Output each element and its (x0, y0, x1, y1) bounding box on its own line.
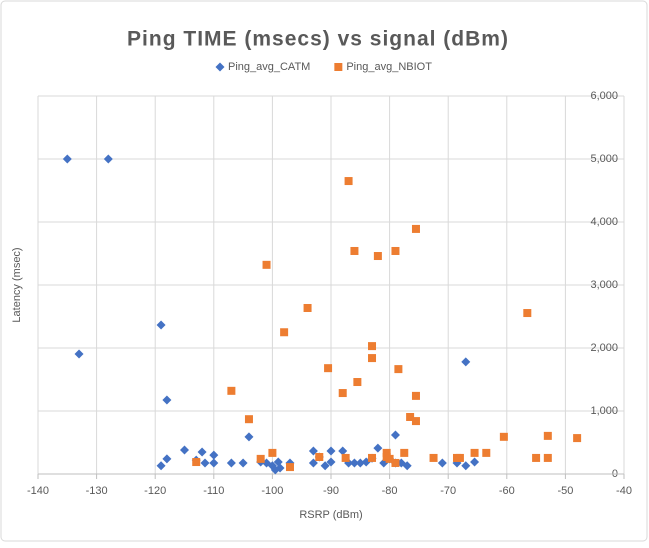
point (341, 453, 350, 462)
point (385, 454, 394, 463)
point (162, 454, 172, 464)
grid: -140 -130 -120 -110 -100 -90 -80 -70 -60 -50 -4001… (27, 90, 632, 497)
point (455, 453, 464, 462)
point (394, 365, 403, 374)
x-tick-label: -110 (203, 485, 224, 497)
y-tick-label: 1,000 (590, 405, 618, 417)
point (373, 252, 382, 261)
point (262, 260, 271, 269)
point (320, 461, 330, 471)
point (390, 430, 400, 440)
point (326, 446, 336, 456)
point (461, 357, 471, 367)
point (326, 457, 336, 467)
point (338, 446, 348, 456)
point (543, 431, 552, 440)
point (244, 432, 254, 442)
point (470, 457, 480, 467)
point (382, 448, 391, 457)
point (338, 389, 347, 398)
x-tick-label: -40 (616, 485, 632, 497)
point (482, 448, 491, 457)
point (285, 463, 294, 472)
point (344, 177, 353, 186)
point (349, 458, 359, 468)
x-tick-label: -100 (261, 485, 283, 497)
point (411, 391, 420, 400)
y-tick-label: 5,000 (590, 153, 618, 165)
x-tick-label: -90 (323, 485, 339, 497)
point (238, 458, 248, 468)
y-tick-label: 2,000 (590, 342, 618, 354)
point (411, 224, 420, 233)
point (470, 448, 479, 457)
y-tick-label: 6,000 (590, 90, 618, 102)
point (437, 458, 447, 468)
point (303, 303, 312, 312)
legend: Ping_avg_CATM Ping_avg_NBIOT (215, 61, 432, 73)
point (429, 453, 438, 462)
point (197, 447, 207, 457)
point (275, 463, 285, 473)
legend-label: Ping_avg_CATM (228, 61, 310, 73)
point (315, 452, 324, 461)
point (200, 458, 210, 468)
plot-area (62, 154, 582, 475)
point (391, 246, 400, 255)
point (523, 309, 532, 318)
chart-title: Ping TIME (msecs) vs signal (dBm) (127, 28, 509, 51)
point (573, 434, 582, 443)
point (192, 458, 201, 467)
point (324, 364, 333, 373)
y-tick-label: 4,000 (590, 216, 618, 228)
point (334, 63, 343, 71)
point (227, 386, 236, 395)
point (280, 328, 289, 337)
x-axis-title: RSRP (dBm) (299, 509, 362, 521)
point (74, 349, 84, 359)
point (156, 320, 166, 330)
point (162, 395, 172, 405)
point (103, 154, 113, 164)
point (244, 415, 253, 424)
x-tick-label: -80 (382, 485, 398, 497)
x-tick-label: -120 (144, 485, 166, 497)
point (543, 453, 552, 462)
point (368, 453, 377, 462)
x-tick-label: -50 (557, 485, 573, 497)
point (268, 448, 277, 457)
point (461, 461, 471, 471)
point (226, 458, 236, 468)
point (215, 62, 225, 72)
y-tick-label: 3,000 (590, 279, 618, 291)
point (532, 453, 541, 462)
point (402, 461, 412, 471)
point (180, 445, 189, 455)
point (400, 448, 409, 457)
point (406, 412, 415, 421)
point (209, 458, 219, 468)
point (209, 450, 219, 460)
point (256, 454, 265, 463)
y-axis-title: Latency (msec) (11, 247, 23, 322)
x-tick-label: -130 (86, 485, 108, 497)
point (368, 354, 377, 363)
x-tick-label: -60 (499, 485, 515, 497)
point (373, 443, 383, 453)
x-tick-label: -140 (27, 485, 49, 497)
point (499, 432, 508, 441)
point (391, 458, 400, 467)
point (62, 154, 72, 164)
point (350, 246, 359, 255)
legend-label: Ping_avg_NBIOT (346, 61, 432, 73)
point (353, 378, 362, 387)
point (355, 458, 365, 468)
point (368, 342, 377, 351)
x-tick-label: -70 (440, 485, 456, 497)
point (156, 461, 166, 471)
point (411, 417, 420, 426)
